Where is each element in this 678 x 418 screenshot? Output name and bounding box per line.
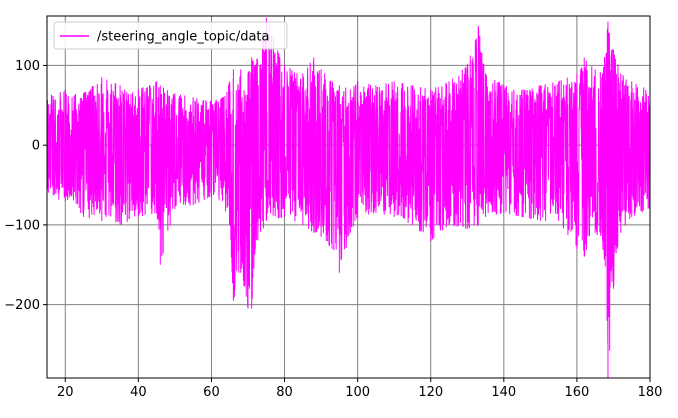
y-axis: 100 0 −100 −200 <box>4 59 47 313</box>
series-lines <box>47 17 650 378</box>
series-line <box>47 17 650 378</box>
y-tick-label: −100 <box>4 218 40 233</box>
legend-box <box>53 21 288 50</box>
x-tick-label: 160 <box>564 385 589 400</box>
y-tick-label: 100 <box>15 59 40 74</box>
legend: /steering_angle_topic/data <box>53 21 288 50</box>
x-tick-label: 100 <box>345 385 370 400</box>
x-tick-label: 80 <box>276 385 293 400</box>
y-tick-label: 0 <box>32 139 40 154</box>
x-tick-label: 180 <box>638 385 663 400</box>
x-tick-label: 20 <box>57 385 74 400</box>
x-tick-label: 40 <box>130 385 147 400</box>
x-tick-label: 120 <box>418 385 443 400</box>
y-tick-label: −200 <box>4 298 40 313</box>
plot-frame <box>46 15 651 379</box>
x-tick-label: 140 <box>491 385 516 400</box>
x-axis: 20 40 60 80 100 120 140 160 180 <box>57 378 662 400</box>
x-tick-label: 60 <box>203 385 220 400</box>
legend-label: /steering_angle_topic/data <box>97 30 270 45</box>
